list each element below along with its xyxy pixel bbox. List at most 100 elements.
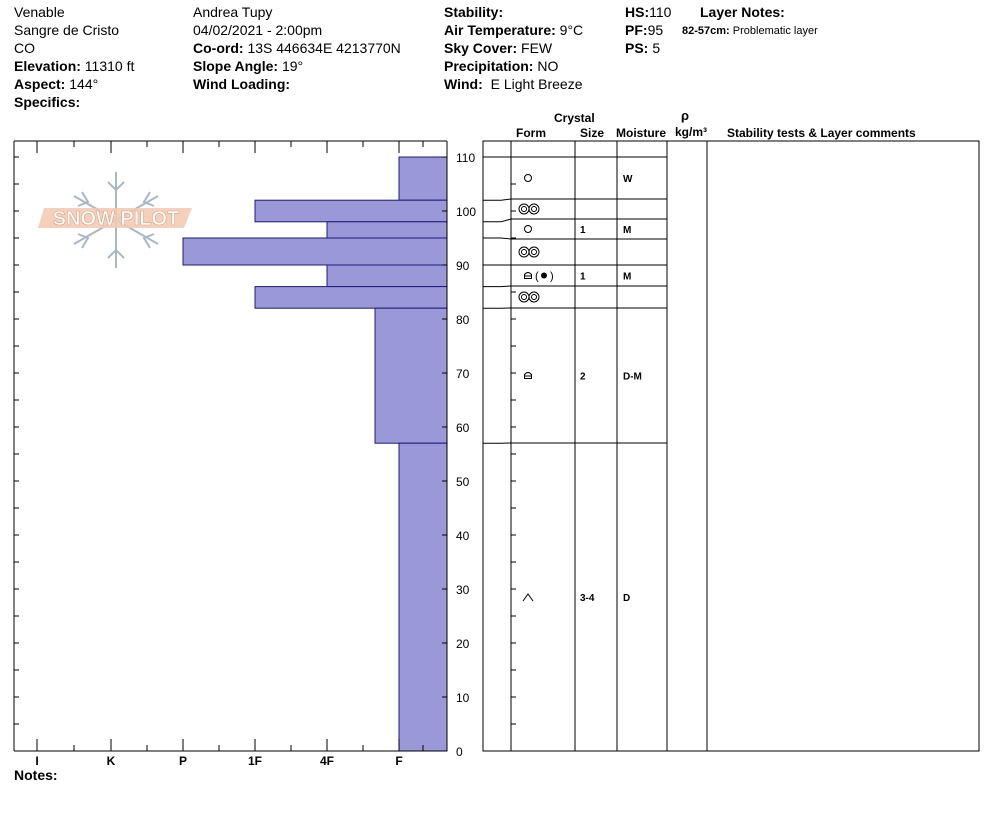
x-tick-label-I: I: [35, 754, 38, 768]
slope-label: Slope Angle:: [193, 58, 279, 74]
coord-value: 13S 446634E 4213770N: [247, 40, 401, 56]
pf: PF:95: [625, 21, 663, 39]
state: CO: [14, 40, 35, 56]
aspect: Aspect: 144°: [14, 75, 98, 93]
notes-label: Notes:: [14, 767, 58, 783]
moisture-4: M: [623, 272, 631, 283]
layer-note-text: Problematic layer: [732, 25, 818, 37]
moisture-7: D: [623, 593, 630, 604]
ring-icon: [524, 174, 532, 182]
double-ring-icon: [518, 246, 530, 258]
crystal-form-icon-1: [518, 203, 540, 215]
y-tick-label: 10: [456, 691, 470, 705]
aspect-label: Aspect:: [14, 76, 66, 92]
hs-label: HS:: [625, 4, 650, 20]
snowflake-icon: SNOW PILOT: [38, 172, 192, 268]
double-ring-icon-2: [528, 246, 540, 258]
double-ring-icon-2: [528, 203, 540, 215]
pf-label: PF:: [625, 22, 648, 38]
ring-icon: [524, 225, 532, 233]
stability-label: Stability:: [444, 4, 504, 20]
double-ring-inner: [521, 249, 527, 255]
aspect-value: 144°: [69, 76, 99, 92]
crystal-form-icon-2: [524, 225, 532, 233]
hardness-bar-5: [254, 286, 448, 309]
wind: Wind: E Light Breeze: [444, 75, 582, 93]
logo-text: SNOW PILOT: [53, 208, 180, 230]
melt-paren-close: ): [550, 271, 554, 283]
hardness-bar-6: [374, 307, 448, 444]
ps-value: 5: [652, 40, 661, 56]
pf-value: 95: [647, 22, 664, 38]
air-temp-value: 9°C: [559, 22, 584, 38]
crystal-form-icon-4: (): [524, 271, 554, 283]
melt-dot-icon: [541, 272, 547, 279]
x-tick-label-K: K: [107, 754, 116, 768]
sky-cover: Sky Cover: FEW: [444, 39, 552, 57]
double-ring-inner-2: [531, 294, 537, 300]
melt-paren-open: (: [535, 271, 539, 283]
y-tick-label: 70: [456, 367, 470, 381]
precip-value: NO: [537, 58, 559, 74]
double-ring-icon: [518, 291, 530, 303]
wind-value: E Light Breeze: [490, 76, 583, 92]
y-tick-label: 110: [456, 151, 475, 165]
elevation-label: Elevation:: [14, 58, 81, 74]
y-tick-label: 80: [456, 313, 470, 327]
crystal-form-icon-3: [518, 246, 540, 258]
y-tick-label: 90: [456, 259, 470, 273]
x-tick-label-P: P: [179, 754, 187, 768]
slope-value: 19°: [281, 58, 304, 74]
double-ring-inner-2: [531, 249, 537, 255]
crystal-header: Crystal: [554, 111, 595, 125]
double-ring-icon: [518, 203, 530, 215]
air-temp-label: Air Temperature:: [444, 22, 556, 38]
snowpilot-logo: SNOW PILOT: [36, 170, 196, 270]
moisture-6: D-M: [623, 372, 642, 383]
strata-table-frame: [482, 140, 980, 752]
density-symbol: ρ: [681, 108, 690, 123]
density-unit: kg/m³: [675, 125, 708, 139]
layer-note: 82-57cm: Problematic layer: [682, 22, 818, 40]
hardness-bar-7: [398, 442, 448, 752]
hs-value: 110: [649, 4, 672, 20]
y-tick-label: 0: [456, 745, 463, 759]
coordinates: Co-ord: 13S 446634E 4213770N: [193, 39, 401, 57]
faceted-icon: [524, 372, 532, 379]
sky-label: Sky Cover:: [444, 40, 518, 56]
crystal-size-6: 2: [580, 372, 586, 383]
ps-label: PS:: [625, 40, 649, 56]
double-ring-inner: [521, 294, 527, 300]
elevation-value: 11310 ft: [84, 58, 135, 74]
strata-connector-1: [483, 198, 512, 201]
wind-label: Wind:: [444, 76, 483, 92]
specifics-label: Specifics:: [14, 94, 81, 110]
precipitation: Precipitation: NO: [444, 57, 558, 75]
air-temperature: Air Temperature: 9°C: [444, 21, 583, 39]
sky-value: FEW: [521, 40, 553, 56]
y-tick-label: 50: [456, 475, 470, 489]
x-tick-label-F: F: [395, 754, 402, 768]
crystal-size-4: 1: [580, 272, 586, 283]
crystal-size-2: 1: [580, 225, 586, 236]
ps: PS: 5: [625, 39, 660, 57]
y-tick-label: 20: [456, 637, 470, 651]
crystal-form-icon-6: [524, 372, 532, 379]
depth-hoar-icon: [522, 593, 534, 602]
form-header: Form: [516, 126, 546, 140]
y-tick-label: 60: [456, 421, 470, 435]
hardness-bar-2: [326, 221, 448, 239]
mountain-range: Sangre de Cristo: [14, 22, 120, 38]
moisture-0: W: [623, 174, 633, 185]
observer-name: Andrea Tupy: [193, 4, 273, 20]
hardness-bar-1: [254, 199, 448, 223]
y-tick-label: 100: [456, 205, 476, 219]
crystal-form-icon-5: [518, 291, 540, 303]
moisture-header: Moisture: [616, 126, 667, 140]
stability-header: Stability tests & Layer comments: [727, 126, 916, 140]
x-tick-label-1F: 1F: [248, 754, 262, 768]
size-header: Size: [580, 126, 605, 140]
crystal-size-7: 3-4: [580, 593, 595, 604]
slope-angle: Slope Angle: 19°: [193, 57, 303, 75]
